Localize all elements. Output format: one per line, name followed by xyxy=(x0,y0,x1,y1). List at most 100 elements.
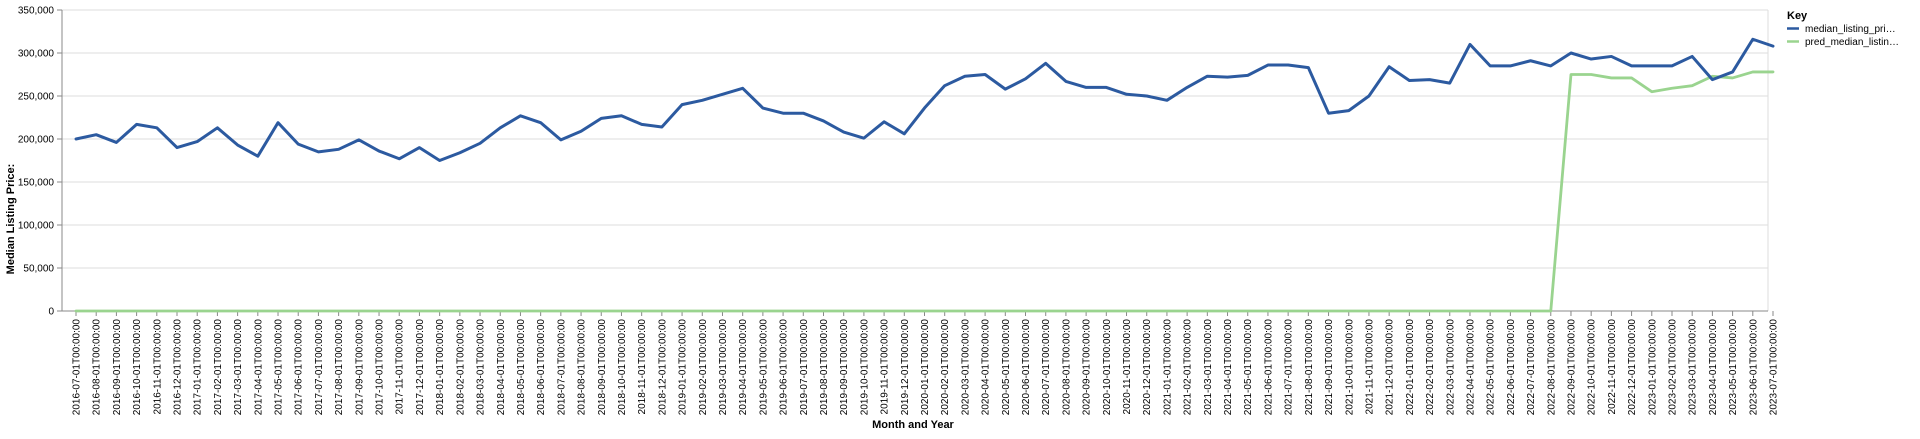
x-tick-label: 2016-09-01T00:00:00 xyxy=(112,319,123,416)
x-tick-label: 2020-04-01T00:00:00 xyxy=(981,319,992,416)
x-tick-label: 2020-11-01T00:00:00 xyxy=(1122,319,1133,415)
x-tick-label: 2017-02-01T00:00:00 xyxy=(213,319,224,416)
series-line-pred-median-listing-price xyxy=(74,70,1775,313)
legend: Key median_listing_pri… pred_median_listi… xyxy=(1787,10,1899,48)
x-tick-label: 2019-07-01T00:00:00 xyxy=(799,319,810,416)
x-tick-label: 2022-09-01T00:00:00 xyxy=(1566,319,1577,416)
x-tick-label: 2017-12-01T00:00:00 xyxy=(415,319,426,416)
legend-label: pred_median_listin… xyxy=(1805,37,1899,48)
y-tick-label: 300,000 xyxy=(18,49,55,60)
x-tick-label: 2019-05-01T00:00:00 xyxy=(758,319,769,416)
x-tick-label: 2021-12-01T00:00:00 xyxy=(1385,319,1396,416)
x-tick-label: 2016-11-01T00:00:00 xyxy=(152,319,163,415)
x-tick-label: 2022-02-01T00:00:00 xyxy=(1425,319,1436,416)
x-tick-label: 2018-06-01T00:00:00 xyxy=(536,319,547,416)
x-tick-label: 2019-06-01T00:00:00 xyxy=(779,319,790,416)
x-tick-label: 2020-02-01T00:00:00 xyxy=(940,319,951,416)
x-tick-label: 2020-05-01T00:00:00 xyxy=(1001,319,1012,416)
x-tick-label: 2023-01-01T00:00:00 xyxy=(1647,319,1658,416)
x-tick-label: 2018-11-01T00:00:00 xyxy=(637,319,648,415)
x-tick-label: 2023-06-01T00:00:00 xyxy=(1748,319,1759,416)
x-tick-label: 2021-10-01T00:00:00 xyxy=(1344,319,1355,416)
x-tick-label: 2017-04-01T00:00:00 xyxy=(253,319,264,416)
x-tick-label: 2021-06-01T00:00:00 xyxy=(1263,319,1274,416)
x-tick-label: 2021-02-01T00:00:00 xyxy=(1183,319,1194,416)
x-tick-label: 2020-03-01T00:00:00 xyxy=(960,319,971,416)
x-tick-label: 2022-06-01T00:00:00 xyxy=(1506,319,1517,416)
x-tick-label: 2017-09-01T00:00:00 xyxy=(354,319,365,416)
x-tick-label: 2020-06-01T00:00:00 xyxy=(1021,319,1032,416)
x-tick-label: 2016-07-01T00:00:00 xyxy=(72,319,83,416)
x-tick-label: 2021-09-01T00:00:00 xyxy=(1324,319,1335,416)
x-axis-title: Month and Year xyxy=(872,419,954,431)
y-tick-label: 50,000 xyxy=(23,264,54,275)
x-tick-label: 2020-01-01T00:00:00 xyxy=(920,319,931,416)
y-tick-label: 200,000 xyxy=(18,135,55,146)
x-tick-label: 2021-11-01T00:00:00 xyxy=(1364,319,1375,415)
x-tick-label: 2021-04-01T00:00:00 xyxy=(1223,319,1234,416)
x-tick-label: 2019-09-01T00:00:00 xyxy=(839,319,850,416)
grid-lines xyxy=(62,9,1769,312)
x-tick-label: 2018-01-01T00:00:00 xyxy=(435,319,446,416)
x-tick-label: 2019-12-01T00:00:00 xyxy=(900,319,911,416)
x-tick-label: 2022-11-01T00:00:00 xyxy=(1607,319,1618,415)
x-tick-label: 2018-02-01T00:00:00 xyxy=(455,319,466,416)
x-tick-label: 2022-12-01T00:00:00 xyxy=(1627,319,1638,416)
x-tick-label: 2022-03-01T00:00:00 xyxy=(1445,319,1456,416)
x-tick-label: 2017-03-01T00:00:00 xyxy=(233,319,244,416)
x-tick-label: 2020-09-01T00:00:00 xyxy=(1082,319,1093,416)
x-tick-label: 2018-04-01T00:00:00 xyxy=(496,319,507,416)
x-axis: 2016-07-01T00:00:00 2016-08-01T00:00:00 20… xyxy=(62,310,1780,416)
x-tick-label: 2019-03-01T00:00:00 xyxy=(718,319,729,416)
x-tick-label: 2021-01-01T00:00:00 xyxy=(1162,319,1173,416)
x-tick-label: 2016-08-01T00:00:00 xyxy=(92,319,103,416)
x-tick-label: 2017-01-01T00:00:00 xyxy=(193,319,204,416)
x-tick-label: 2017-05-01T00:00:00 xyxy=(274,319,285,416)
x-tick-label: 2021-03-01T00:00:00 xyxy=(1203,319,1214,416)
x-tick-label: 2020-12-01T00:00:00 xyxy=(1142,319,1153,416)
y-tick-label: 150,000 xyxy=(18,178,55,189)
x-tick-label: 2017-07-01T00:00:00 xyxy=(314,319,325,416)
x-tick-label: 2022-01-01T00:00:00 xyxy=(1405,319,1416,416)
x-tick-label: 2019-11-01T00:00:00 xyxy=(880,319,891,415)
x-tick-label: 2018-03-01T00:00:00 xyxy=(476,319,487,416)
x-tick-label: 2020-10-01T00:00:00 xyxy=(1102,319,1113,416)
x-tick-label: 2019-10-01T00:00:00 xyxy=(859,319,870,416)
x-tick-label: 2018-12-01T00:00:00 xyxy=(657,319,668,416)
x-tick-label: 2018-10-01T00:00:00 xyxy=(617,319,628,416)
x-tick-label: 2019-08-01T00:00:00 xyxy=(819,319,830,416)
x-tick-label: 2023-05-01T00:00:00 xyxy=(1728,319,1739,416)
x-tick-label: 2016-12-01T00:00:00 xyxy=(173,319,184,416)
series-lines xyxy=(74,37,1775,313)
y-tick-label: 350,000 xyxy=(18,6,55,17)
legend-title: Key xyxy=(1787,10,1808,22)
y-tick-label: 100,000 xyxy=(18,221,55,232)
y-tick-label: 0 xyxy=(48,307,54,318)
y-axis: 0 50,000 100,000 150,000 200,000 250,000 300,0… xyxy=(18,6,63,318)
x-tick-label: 2018-07-01T00:00:00 xyxy=(556,319,567,416)
x-tick-label: 2020-07-01T00:00:00 xyxy=(1041,319,1052,416)
x-tick-label: 2017-06-01T00:00:00 xyxy=(294,319,305,416)
x-tick-label: 2021-08-01T00:00:00 xyxy=(1304,319,1315,416)
x-tick-label: 2022-10-01T00:00:00 xyxy=(1587,319,1598,416)
x-tick-label: 2019-04-01T00:00:00 xyxy=(738,319,749,416)
x-tick-label: 2018-08-01T00:00:00 xyxy=(577,319,588,416)
x-tick-label: 2018-05-01T00:00:00 xyxy=(516,319,527,416)
x-tick-label: 2022-07-01T00:00:00 xyxy=(1526,319,1537,416)
x-tick-label: 2022-05-01T00:00:00 xyxy=(1486,319,1497,416)
x-tick-label: 2017-10-01T00:00:00 xyxy=(375,319,386,416)
x-tick-label: 2022-08-01T00:00:00 xyxy=(1546,319,1557,416)
x-tick-label: 2021-07-01T00:00:00 xyxy=(1284,319,1295,416)
x-tick-label: 2021-05-01T00:00:00 xyxy=(1243,319,1254,416)
x-tick-label: 2022-04-01T00:00:00 xyxy=(1465,319,1476,416)
x-tick-label: 2023-07-01T00:00:00 xyxy=(1769,319,1780,416)
x-tick-label: 2020-08-01T00:00:00 xyxy=(1061,319,1072,416)
x-tick-label: 2023-04-01T00:00:00 xyxy=(1708,319,1719,416)
x-tick-label: 2019-02-01T00:00:00 xyxy=(698,319,709,416)
legend-label: median_listing_pri… xyxy=(1805,24,1896,35)
x-tick-label: 2017-11-01T00:00:00 xyxy=(395,319,406,415)
x-tick-label: 2023-02-01T00:00:00 xyxy=(1667,319,1678,416)
x-tick-label: 2018-09-01T00:00:00 xyxy=(597,319,608,416)
